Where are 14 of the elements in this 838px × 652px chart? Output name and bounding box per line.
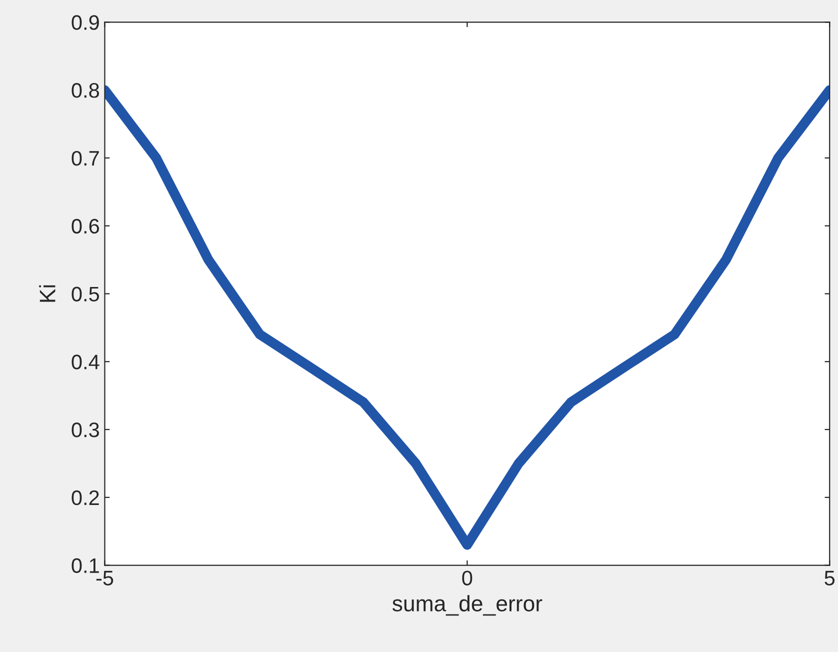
x-tick-label: 0 bbox=[462, 570, 472, 586]
y-tick-label: 0.5 bbox=[72, 286, 100, 302]
y-tick-label: 0.6 bbox=[72, 218, 99, 234]
y-tick-label: 0.8 bbox=[72, 83, 99, 98]
y-tick-label: 0.1 bbox=[72, 558, 99, 574]
y-tick-label: 0.3 bbox=[72, 422, 99, 438]
y-tick-label: 0.4 bbox=[72, 354, 100, 370]
y-tick-label: 0.2 bbox=[72, 490, 99, 506]
y-tick-label: 0.9 bbox=[72, 15, 99, 30]
y-axis-title: Ki bbox=[39, 285, 56, 302]
x-tick-label: -5 bbox=[96, 570, 114, 586]
x-axis-title: suma_de_error bbox=[392, 595, 542, 616]
y-tick-label: 0.7 bbox=[72, 150, 99, 166]
x-tick-label: 5 bbox=[824, 570, 835, 586]
